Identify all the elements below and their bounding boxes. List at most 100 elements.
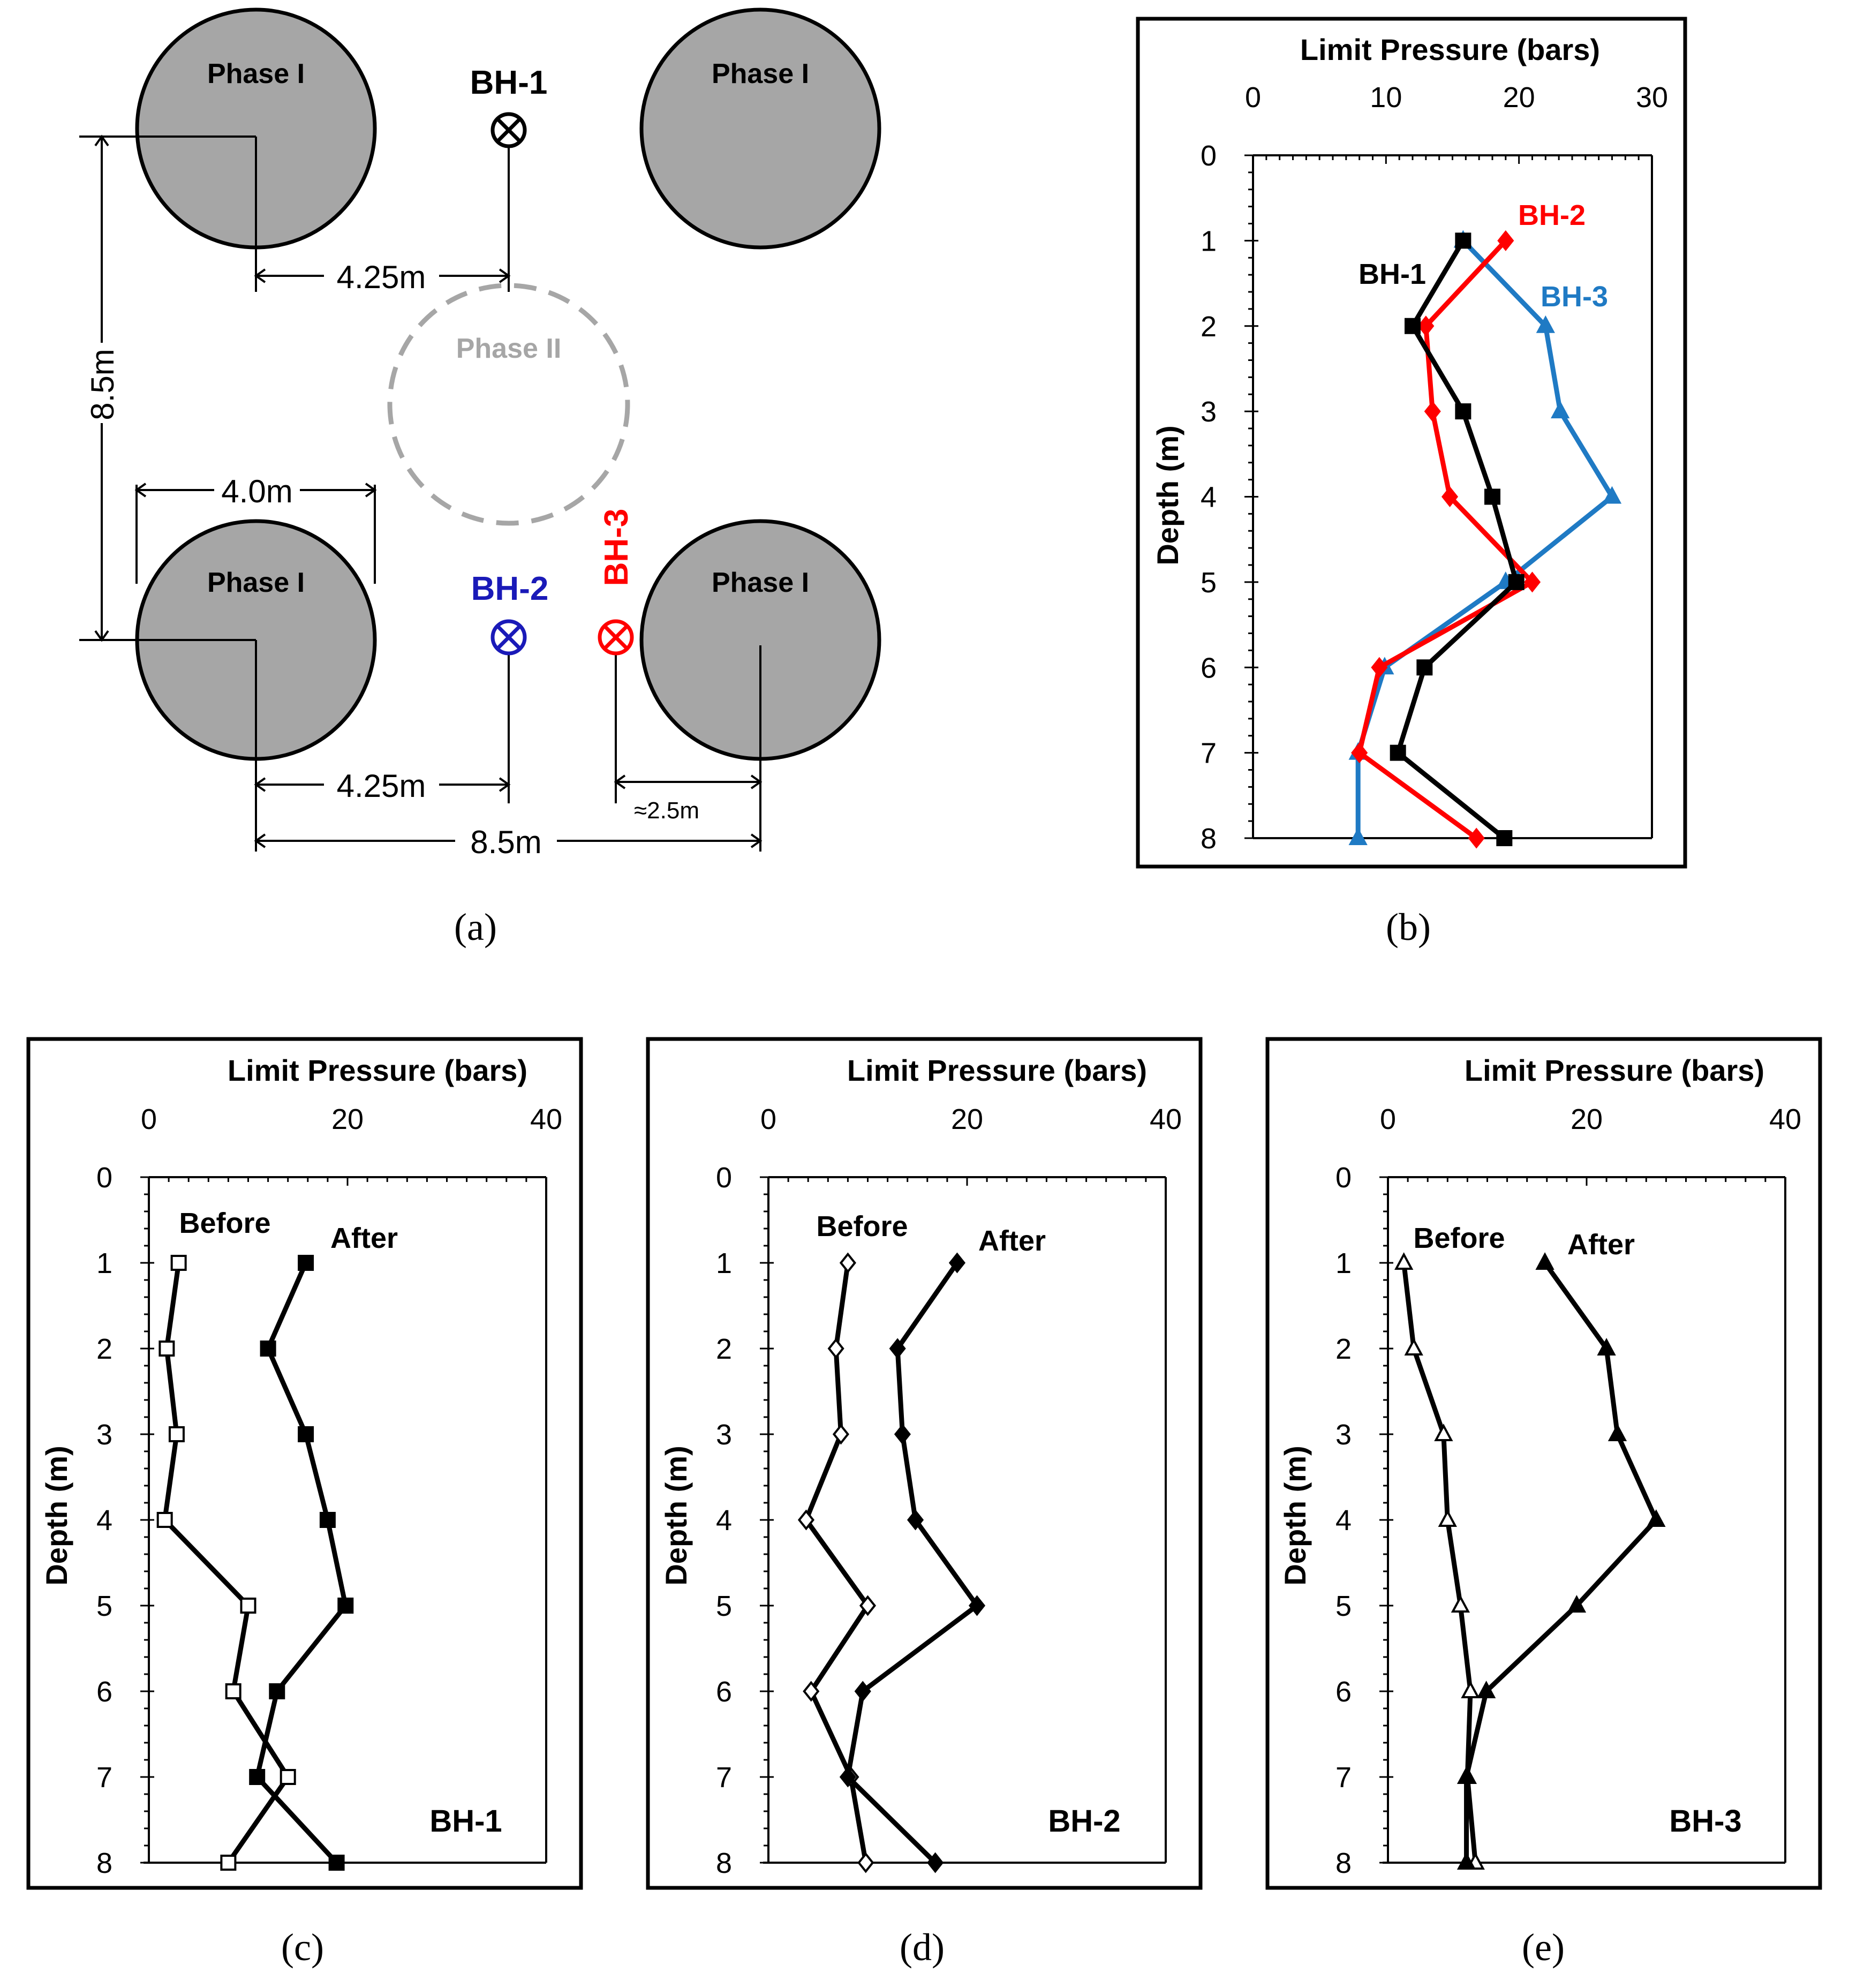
- panel-e-series: [1394, 1252, 1666, 1870]
- y-tick-label: 3: [1201, 396, 1217, 428]
- phase1-pile-top-right: [639, 7, 881, 250]
- y-tick-label: 5: [1335, 1590, 1352, 1622]
- y-tick-label: 6: [1335, 1676, 1352, 1708]
- borehole-bh2-marker: [490, 619, 527, 656]
- data-point-after: [854, 1681, 871, 1702]
- data-point-bh-1: [1455, 403, 1471, 420]
- data-point-bh-3: [1348, 827, 1368, 846]
- series-line-before: [803, 1262, 870, 1863]
- panel-c-borehole-label: BH-1: [429, 1804, 502, 1839]
- caption-b: (b): [1386, 906, 1431, 948]
- data-point-bh-1: [1405, 318, 1421, 334]
- panel-e-frame: [1265, 1037, 1822, 1890]
- data-point-after: [298, 1426, 314, 1442]
- panel-d-chart: 0 20 40 0 1 2 3 4 5 6 7 8 Limit Pressure (bars) De…: [646, 1037, 1203, 1969]
- panel-c-ticks: [140, 1176, 547, 1864]
- y-tick-label: 0: [1335, 1162, 1352, 1194]
- dimension-lines: [79, 135, 761, 852]
- data-point-before: [280, 1769, 296, 1785]
- data-point-before: [827, 1338, 844, 1359]
- y-tick-label: 7: [96, 1761, 112, 1794]
- panel-a-site-plan: Phase I Phase I Phase I Phase I Phase II: [79, 7, 881, 948]
- x-tick-label: 40: [530, 1103, 562, 1135]
- data-point-before: [168, 1426, 185, 1442]
- panel-b-label-bh2: BH-2: [1518, 199, 1586, 231]
- y-tick-label: 2: [1335, 1333, 1352, 1365]
- dim-4-0m: 4.0m: [221, 473, 292, 509]
- x-tick-label: 30: [1636, 81, 1668, 114]
- data-point-before: [240, 1598, 256, 1614]
- data-point-after: [337, 1598, 354, 1614]
- data-point-bh-2: [1417, 315, 1435, 337]
- data-point-bh-2: [1523, 571, 1541, 593]
- panel-d-frame: [646, 1037, 1203, 1890]
- data-point-after: [839, 1766, 856, 1788]
- y-tick-label: 2: [1201, 311, 1217, 343]
- data-point-bh-3: [1536, 315, 1555, 333]
- phase2-label: Phase II: [456, 333, 562, 364]
- data-point-after: [968, 1595, 986, 1616]
- panel-d-ticks: [760, 1176, 1167, 1864]
- data-point-bh-2: [1497, 230, 1514, 251]
- panel-d-y-tick-labels: 0 1 2 3 4 5 6 7 8: [716, 1162, 732, 1879]
- data-point-bh-1: [1416, 659, 1433, 676]
- x-tick-label: 0: [1245, 81, 1261, 114]
- data-point-before: [1438, 1509, 1457, 1527]
- panel-d-y-axis-title: Depth (m): [659, 1445, 693, 1585]
- y-tick-label: 0: [96, 1162, 112, 1194]
- borehole-bh1-label: BH-1: [470, 64, 548, 101]
- series-line-bh-2: [1357, 239, 1535, 840]
- y-tick-label: 4: [1201, 481, 1217, 514]
- data-point-bh-2: [1371, 657, 1388, 678]
- dim-8-5m-bottom: 8.5m: [470, 824, 541, 860]
- data-point-after: [249, 1769, 266, 1785]
- y-tick-label: 4: [716, 1504, 732, 1537]
- y-tick-label: 7: [1201, 737, 1217, 770]
- panel-c-frame: [26, 1037, 583, 1890]
- panel-c-legend-before: Before: [179, 1207, 270, 1239]
- panel-d-x-tick-labels: 0 20 40: [760, 1103, 1182, 1135]
- phase1-label-top-right: Phase I: [712, 58, 809, 89]
- y-tick-label: 3: [96, 1419, 112, 1451]
- y-tick-label: 5: [96, 1590, 112, 1622]
- data-point-after: [328, 1855, 345, 1871]
- y-tick-label: 1: [1201, 225, 1217, 257]
- y-tick-label: 3: [716, 1419, 732, 1451]
- phase2-pile: [387, 283, 630, 526]
- data-point-after: [907, 1509, 924, 1531]
- data-point-after: [1477, 1681, 1496, 1699]
- panel-d-legend-before: Before: [816, 1210, 908, 1242]
- data-point-after: [948, 1252, 966, 1274]
- caption-c: (c): [281, 1926, 324, 1969]
- x-tick-label: 0: [1380, 1103, 1396, 1135]
- panel-b-x-tick-labels: 0 10 20 30: [1245, 81, 1668, 114]
- x-tick-label: 20: [1503, 81, 1535, 114]
- y-tick-label: 0: [716, 1162, 732, 1194]
- dimension-arrowheads: [94, 134, 763, 848]
- series-line-after: [845, 1261, 980, 1865]
- y-tick-label: 7: [1335, 1761, 1352, 1794]
- y-tick-label: 8: [716, 1847, 732, 1879]
- y-tick-label: 8: [1335, 1847, 1352, 1879]
- y-tick-label: 8: [96, 1847, 112, 1879]
- panel-b-frame: [1136, 17, 1687, 869]
- phase1-label-bottom-right: Phase I: [712, 567, 809, 598]
- data-point-before: [1451, 1595, 1470, 1613]
- y-tick-label: 4: [1335, 1504, 1352, 1537]
- x-tick-label: 40: [1769, 1103, 1801, 1135]
- data-point-after: [1535, 1252, 1554, 1270]
- dim-2-5m: ≈2.5m: [634, 797, 699, 824]
- x-tick-label: 0: [141, 1103, 157, 1135]
- data-point-before: [1404, 1338, 1423, 1356]
- data-point-before: [797, 1509, 815, 1531]
- y-tick-label: 3: [1335, 1419, 1352, 1451]
- data-point-before: [832, 1424, 849, 1445]
- data-point-bh-1: [1496, 830, 1513, 846]
- panel-d-x-axis-title: Limit Pressure (bars): [847, 1053, 1147, 1087]
- y-tick-label: 5: [716, 1590, 732, 1622]
- dim-4-25m-bottom: 4.25m: [337, 768, 426, 804]
- data-point-before: [1434, 1424, 1453, 1442]
- panel-b-y-tick-labels: 0 1 2 3 4 5 6 7 8: [1201, 140, 1217, 855]
- panel-e-x-axis-title: Limit Pressure (bars): [1465, 1053, 1764, 1087]
